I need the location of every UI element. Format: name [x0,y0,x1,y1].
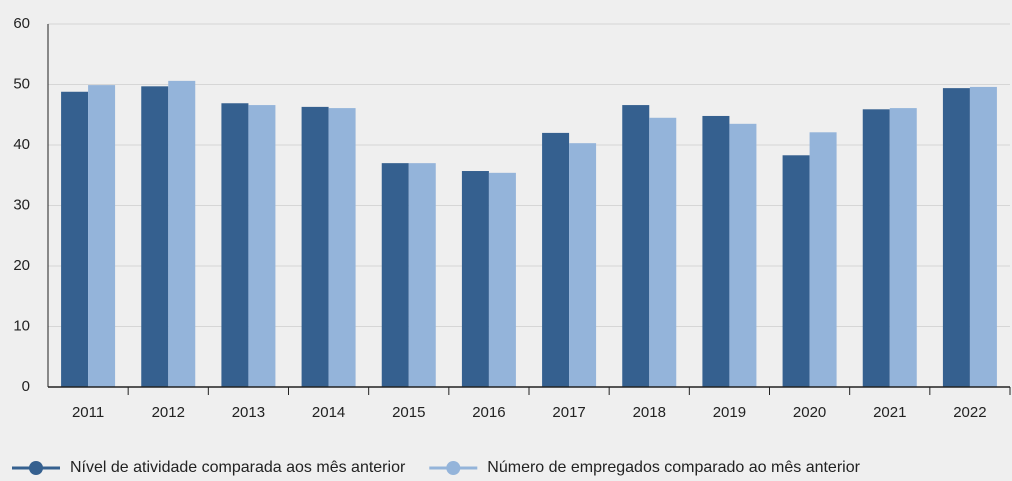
x-tick-label: 2012 [152,404,185,421]
bar [649,117,677,388]
legend-label: Nível de atividade comparada aos mês ant… [70,459,406,476]
x-tick-label: 2019 [713,404,746,421]
bar [168,80,196,388]
bar [461,171,489,387]
bar [622,105,650,387]
bar [61,91,89,387]
x-tick-label: 2020 [793,404,826,421]
bar [569,143,597,387]
bar [969,86,997,388]
x-tick-label: 2011 [72,404,104,421]
bar [702,115,730,388]
bar [809,132,837,387]
bar [88,85,116,387]
x-tick-label: 2017 [552,404,585,421]
y-tick-label: 40 [13,136,30,153]
bar [248,105,276,387]
y-tick-label: 0 [22,378,30,395]
x-tick-label: 2016 [472,404,505,421]
bar [141,86,169,387]
bar [328,108,356,387]
bar [488,172,516,387]
bar [889,108,917,387]
legend-marker [29,461,43,475]
bar [301,106,329,387]
x-tick-label: 2021 [873,404,906,421]
bar [942,88,970,387]
bar [542,132,570,387]
y-tick-label: 30 [13,196,30,213]
bar [381,163,409,387]
x-tick-label: 2018 [633,404,666,421]
x-tick-label: 2014 [312,404,345,421]
bar [862,109,890,388]
y-tick-label: 50 [13,75,30,92]
x-tick-label: 2015 [392,404,425,421]
legend-marker [446,461,461,475]
legend-label: Número de empregados comparado ao mês an… [487,459,860,476]
x-tick-label: 2022 [953,404,986,421]
y-tick-label: 60 [13,15,30,32]
bar [782,155,810,387]
x-tick-label: 2013 [232,404,265,421]
y-tick-label: 10 [13,317,30,334]
bar [729,123,757,387]
bar [408,163,436,387]
bar [221,103,249,387]
y-tick-label: 20 [13,257,30,274]
